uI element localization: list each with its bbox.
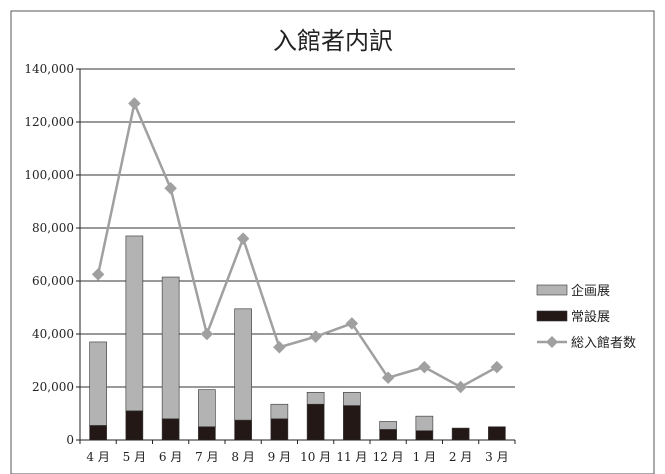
- x-tick-labels: 4 月 5 月 6 月 7 月 8 月 9 月 10 月 11 月 12 月 1 月 2 月 3 月: [86, 450, 508, 464]
- bar-1-4: [234, 308, 252, 421]
- bar-1-7: [343, 391, 361, 406]
- line-point-10: [454, 380, 467, 394]
- bar-0-4: [234, 419, 252, 441]
- x-tick-label: 12 月: [373, 450, 404, 464]
- legend-swatch: [536, 310, 568, 322]
- x-tick-label: 1 月: [413, 450, 436, 464]
- bars: [89, 235, 506, 441]
- total-line: [91, 97, 504, 394]
- bar-0-0: [89, 425, 107, 441]
- bar-1-6: [306, 391, 325, 405]
- x-tick-label: 4 月: [86, 450, 109, 464]
- legend-label: 総入館者数: [571, 336, 636, 351]
- line-point-11: [490, 360, 504, 374]
- line-point-3: [200, 327, 214, 341]
- y-tick-label: 120,000: [24, 115, 74, 129]
- y-tick-label: 140,000: [24, 62, 74, 76]
- bar-1-1: [125, 235, 144, 412]
- chart-title: 入館者内訳: [273, 27, 393, 55]
- line-point-1: [128, 97, 141, 110]
- bar-1-2: [161, 276, 180, 420]
- bar-0-9: [415, 430, 434, 441]
- line-series-2: [96, 102, 498, 389]
- line-point-9: [418, 360, 431, 374]
- legend-swatch: [536, 284, 568, 296]
- y-tick-labels: 0 20,000 40,000 60,000 80,000 100,000 120,000 1…: [24, 62, 74, 447]
- bar-0-10: [451, 427, 470, 441]
- x-tick-label: 2 月: [449, 450, 472, 464]
- line-point-7: [345, 317, 359, 330]
- y-tick-label: 60,000: [32, 274, 74, 288]
- bar-0-11: [488, 426, 506, 441]
- line-point-8: [381, 371, 395, 385]
- bar-0-6: [306, 403, 325, 441]
- x-tick-label: 5 月: [123, 450, 146, 464]
- bar-0-3: [198, 426, 216, 441]
- bar-1-8: [379, 421, 397, 430]
- bar-1-0: [89, 341, 107, 426]
- axes: [76, 68, 516, 444]
- x-tick-label: 8 月: [231, 450, 254, 464]
- line-point-6: [309, 330, 322, 344]
- legend-marker: [546, 336, 558, 348]
- x-tick-label: 7 月: [195, 450, 218, 464]
- y-tick-label: 80,000: [32, 221, 74, 235]
- x-tick-label: 9 月: [268, 450, 291, 464]
- bar-0-7: [343, 405, 361, 441]
- x-tick-label: 11 月: [336, 450, 367, 464]
- y-gridlines: [80, 68, 515, 388]
- x-tick-label: 3 月: [485, 450, 508, 464]
- line-point-2: [164, 181, 177, 195]
- line-point-0: [91, 268, 105, 281]
- legend-label: 常設展: [571, 309, 610, 325]
- legend-label: 企画展: [571, 283, 610, 299]
- chart-frame: [10, 10, 655, 474]
- bar-1-3: [198, 389, 216, 428]
- bar-1-9: [415, 415, 434, 432]
- bar-1-5: [270, 403, 289, 420]
- bar-0-5: [270, 418, 289, 441]
- bar-0-1: [125, 410, 144, 441]
- line-point-5: [273, 340, 286, 354]
- y-tick-label: 0: [66, 433, 74, 447]
- bar-0-2: [161, 418, 180, 441]
- y-tick-label: 100,000: [24, 168, 74, 182]
- x-tick-label: 6 月: [159, 450, 182, 464]
- x-tick-label: 10 月: [300, 450, 331, 464]
- bar-0-8: [379, 429, 397, 441]
- y-tick-label: 20,000: [32, 380, 74, 394]
- y-tick-label: 40,000: [32, 327, 74, 341]
- line-point-4: [236, 232, 250, 245]
